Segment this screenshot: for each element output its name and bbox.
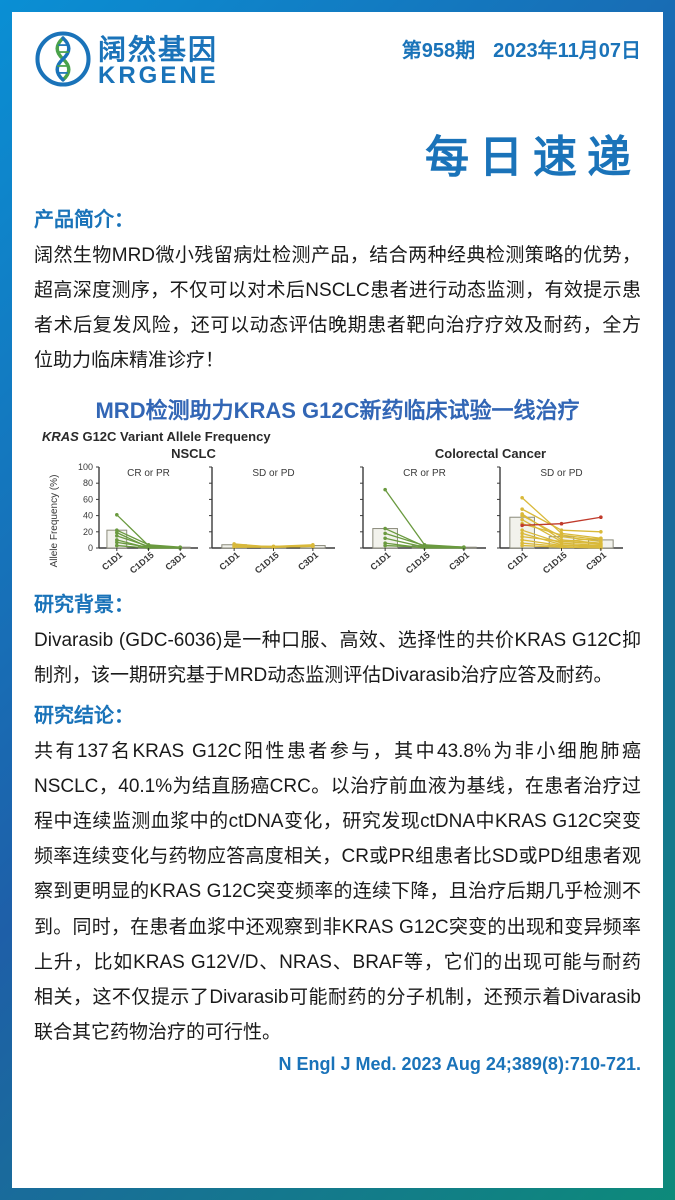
panel-title: Colorectal Cancer: [435, 446, 546, 461]
subplot: C1D1 C1D15 C3D1 SD or PD: [204, 463, 339, 578]
svg-text:C3D1: C3D1: [447, 549, 471, 571]
conclusion-label: 研究结论：: [34, 699, 641, 728]
svg-text:C1D1: C1D1: [217, 549, 241, 571]
subplot: 0 20 40 60 80 100 C1D1C1D15 C3D1 CR or PR: [67, 463, 202, 578]
svg-text:100: 100: [77, 463, 92, 472]
chart-title: MRD检测助力KRAS G12C新药临床试验一线治疗: [34, 393, 641, 425]
chart-pair: Colorectal CancerC1D1C1D15C3D1CR or PRC1…: [355, 446, 627, 578]
logo-cn: 阔然基因: [98, 36, 219, 64]
svg-text:C3D1: C3D1: [584, 549, 608, 571]
svg-text:60: 60: [82, 494, 92, 504]
krgene-logo-icon: [34, 30, 92, 93]
main-title: 每日速递: [34, 121, 641, 185]
subplot: C1D1 C1D15 C3D1 SD or PD: [492, 463, 627, 578]
intro-text: 阔然生物MRD微小残留病灶检测产品，结合两种经典检测策略的优势，超高深度测序，不…: [34, 238, 641, 379]
chart-pair: NSCLC Allele Frequency (%) 0 20 40 60 80 100 C1D…: [49, 446, 339, 578]
background-label: 研究背景：: [34, 588, 641, 617]
svg-text:C1D15: C1D15: [403, 549, 431, 575]
panel-title: NSCLC: [171, 446, 216, 461]
pair-svg-row: C1D1 C1D15 C3D1 CR or PR C1D1 C1D15 C3D1 SD or …: [355, 463, 627, 578]
issue-number: 第958期: [402, 34, 475, 63]
subplot: C1D1 C1D15 C3D1 CR or PR: [355, 463, 490, 578]
svg-text:C3D1: C3D1: [296, 549, 320, 571]
svg-text:C1D1: C1D1: [505, 549, 529, 571]
svg-text:Allele Frequency (%): Allele Frequency (%): [49, 474, 60, 567]
logo-en: KRGENE: [98, 64, 219, 88]
pair-svg-row: Allele Frequency (%)020406080100C1D1C1D1…: [49, 463, 339, 578]
intro-label: 产品简介：: [34, 203, 641, 232]
issue-date: 第958期 2023年11月07日: [402, 34, 641, 63]
background-text: Divarasib (GDC-6036)是一种口服、高效、选择性的共价KRAS …: [34, 623, 641, 693]
chart-subtitle-rest: G12C Variant Allele Frequency: [79, 429, 271, 444]
logo-block: 阔然基因 KRGENE: [34, 30, 219, 93]
logo-text: 阔然基因 KRGENE: [98, 36, 219, 88]
svg-text:C1D15: C1D15: [252, 549, 280, 575]
svg-text:40: 40: [82, 510, 92, 520]
svg-text:C1D1: C1D1: [100, 549, 124, 571]
header-row: 阔然基因 KRGENE 第958期 2023年11月07日: [34, 30, 641, 93]
chart-subtitle: KRAS G12C Variant Allele Frequency: [42, 429, 641, 444]
page-container: 阔然基因 KRGENE 第958期 2023年11月07日 每日速递 产品简介：…: [12, 12, 663, 1188]
svg-text:C3D1: C3D1: [163, 549, 187, 571]
svg-text:SD or PD: SD or PD: [540, 468, 582, 479]
svg-text:0: 0: [87, 543, 92, 553]
conclusion-text: 共有137名KRAS G12C阳性患者参与，其中43.8%为非小细胞肺癌NSCL…: [34, 734, 641, 1050]
chart-subtitle-prefix: KRAS: [42, 429, 79, 444]
charts-row: NSCLC Allele Frequency (%) 0 20 40 60 80 100 C1D…: [34, 446, 641, 578]
svg-text:C1D1: C1D1: [368, 549, 392, 571]
svg-text:CR or PR: CR or PR: [127, 468, 170, 479]
svg-text:C1D15: C1D15: [540, 549, 568, 575]
svg-text:C1D15: C1D15: [127, 549, 155, 575]
svg-text:20: 20: [82, 526, 92, 536]
issue-date-value: 2023年11月07日: [493, 34, 641, 63]
y-axis-label: Allele Frequency (%): [49, 463, 65, 578]
svg-text:80: 80: [82, 478, 92, 488]
citation: N Engl J Med. 2023 Aug 24;389(8):710-721…: [34, 1054, 641, 1075]
svg-text:CR or PR: CR or PR: [403, 468, 446, 479]
svg-text:SD or PD: SD or PD: [252, 468, 294, 479]
